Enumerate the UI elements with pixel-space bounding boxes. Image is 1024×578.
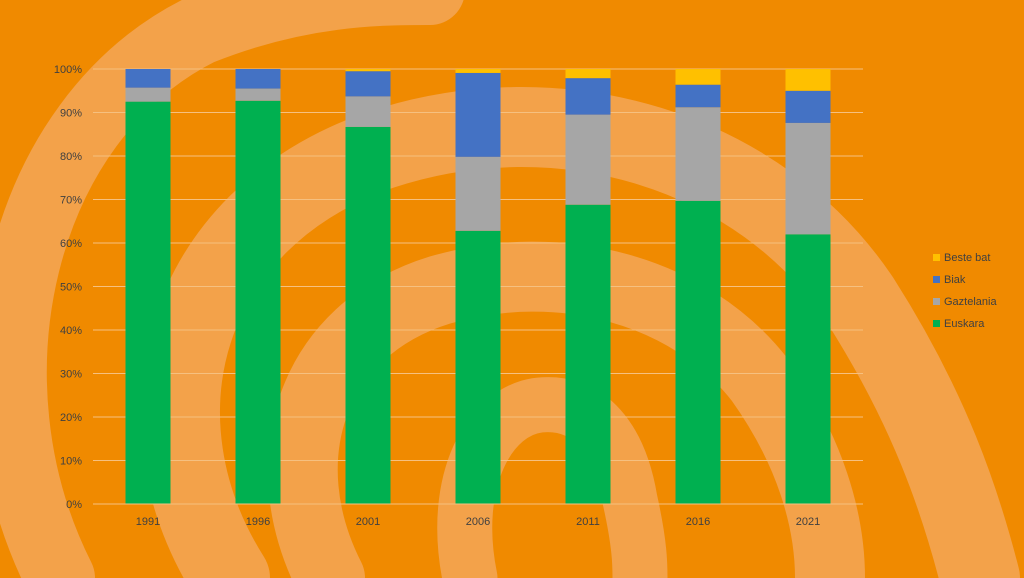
y-tick-label: 0%	[66, 499, 82, 511]
x-tick-label: 1996	[246, 516, 270, 528]
bar-stack-2011	[565, 69, 611, 504]
legend: Beste bat Biak Gaztelania Euskara	[933, 252, 997, 330]
legend-item-beste-bat: Beste bat	[933, 252, 990, 264]
bar-beste-bat-2021	[785, 69, 831, 91]
bar-beste-bat-2006	[455, 69, 501, 73]
legend-swatch	[933, 276, 940, 283]
x-tick-label: 2006	[466, 516, 490, 528]
x-tick-label: 1991	[136, 516, 160, 528]
x-tick-label: 2021	[796, 516, 820, 528]
bar-gaztelania-2006	[455, 156, 501, 231]
legend-item-euskara: Euskara	[933, 318, 985, 330]
legend-swatch	[933, 298, 940, 305]
bar-biak-2001	[345, 71, 391, 97]
bar-beste-bat-2001	[345, 69, 391, 72]
bar-gaztelania-2001	[345, 96, 391, 127]
swirl-outer-arc	[0, 0, 464, 578]
bar-gaztelania-1996	[235, 88, 281, 101]
y-tick-label: 80%	[60, 151, 82, 163]
y-tick-label: 100%	[54, 64, 82, 76]
bar-biak-1996	[235, 69, 281, 89]
bar-gaztelania-2021	[785, 122, 831, 235]
bar-biak-2016	[675, 84, 721, 108]
bar-euskara-2021	[785, 234, 831, 505]
bar-biak-2021	[785, 90, 831, 123]
y-tick-label: 50%	[60, 282, 82, 294]
legend-label: Euskara	[944, 318, 985, 330]
bar-beste-bat-2011	[565, 69, 611, 79]
y-axis-tick-labels: 0% 10% 20% 30% 40% 50% 60% 70% 80% 90% 100%	[54, 64, 82, 511]
bar-biak-2011	[565, 78, 611, 115]
legend-item-biak: Biak	[933, 274, 966, 286]
bar-stack-2006	[455, 69, 501, 504]
bar-stack-2021	[785, 69, 831, 505]
bar-beste-bat-2016	[675, 69, 721, 85]
y-tick-label: 30%	[60, 369, 82, 381]
bar-stack-1996	[235, 69, 281, 504]
y-tick-label: 20%	[60, 412, 82, 424]
bar-gaztelania-2011	[565, 114, 611, 205]
bar-biak-2006	[455, 72, 501, 157]
y-tick-label: 60%	[60, 238, 82, 250]
y-tick-label: 90%	[60, 108, 82, 120]
y-tick-label: 40%	[60, 325, 82, 337]
bar-stack-2001	[345, 69, 391, 504]
bar-gaztelania-1991	[125, 87, 171, 102]
y-tick-label: 70%	[60, 195, 82, 207]
bar-stack-1991	[125, 69, 171, 504]
bar-euskara-1991	[125, 101, 171, 504]
legend-swatch	[933, 320, 940, 327]
x-tick-label: 2001	[356, 516, 380, 528]
legend-swatch	[933, 254, 940, 261]
bar-euskara-2001	[345, 126, 391, 504]
x-tick-label: 2016	[686, 516, 710, 528]
bar-euskara-2016	[675, 200, 721, 504]
x-tick-label: 2011	[576, 516, 600, 528]
legend-label: Biak	[944, 274, 966, 286]
legend-label: Beste bat	[944, 252, 990, 264]
bar-gaztelania-2016	[675, 107, 721, 201]
bar-euskara-1996	[235, 100, 281, 504]
legend-label: Gaztelania	[944, 296, 997, 308]
bar-euskara-2006	[455, 230, 501, 504]
bar-euskara-2011	[565, 204, 611, 504]
legend-item-gaztelania: Gaztelania	[933, 296, 997, 308]
bars	[125, 69, 831, 505]
x-axis-tick-labels: 1991 1996 2001 2006 2011 2016 2021	[136, 516, 820, 528]
bar-stack-2016	[675, 69, 721, 504]
bar-biak-1991	[125, 69, 171, 88]
y-tick-label: 10%	[60, 456, 82, 468]
